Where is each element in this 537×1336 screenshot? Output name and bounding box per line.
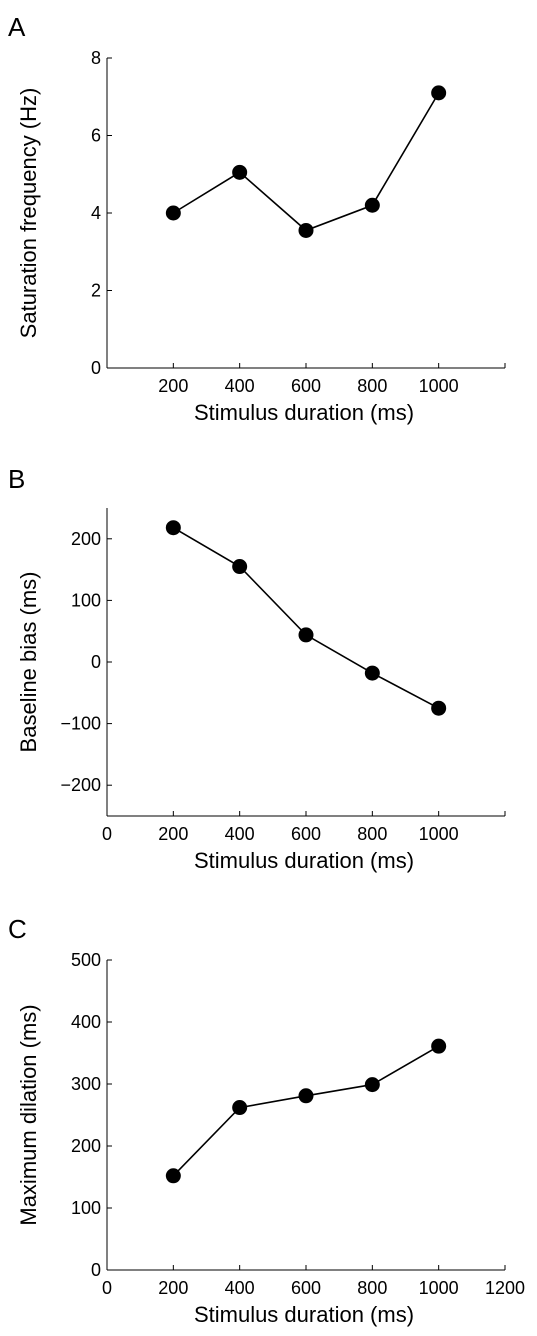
panel-letter: C	[8, 914, 27, 944]
panel-letter: B	[8, 464, 25, 494]
series-line	[172, 92, 440, 232]
y-tick-label: 300	[71, 1074, 101, 1094]
x-tick-label: 400	[225, 824, 255, 844]
data-point	[165, 205, 181, 221]
y-tick-label: 400	[71, 1012, 101, 1032]
y-tick-label: 8	[91, 48, 101, 68]
x-tick-label: 600	[291, 376, 321, 396]
x-tick-label: 600	[291, 824, 321, 844]
x-tick-label: 0	[102, 1278, 112, 1298]
y-tick-label: 2	[91, 281, 101, 301]
data-point	[165, 1168, 181, 1184]
panel-b: B −200 −100 0 100 200 0 200 400 600 800 1000Stimul…	[8, 464, 506, 873]
series-line	[172, 1045, 440, 1177]
data-point	[364, 1077, 380, 1093]
data-point	[364, 197, 380, 213]
y-tick-label: 6	[91, 126, 101, 146]
data-point	[232, 164, 248, 180]
y-tick-label: 0	[91, 652, 101, 672]
x-tick-label: 400	[225, 376, 255, 396]
x-tick-label: 600	[291, 1278, 321, 1298]
x-tick-label: 200	[158, 1278, 188, 1298]
y-axis-title: Baseline bias (ms)	[16, 572, 41, 753]
panel-letter: A	[8, 12, 26, 42]
x-tick-label: 1000	[419, 1278, 459, 1298]
series-line	[172, 527, 440, 709]
data-point	[298, 222, 314, 238]
x-tick-label: 800	[357, 824, 387, 844]
y-tick-label: 0	[91, 1260, 101, 1280]
panel-c: C 0 100 200 300 400 500 0 200 400 600 800 1000 1200 S…	[8, 914, 525, 1327]
x-tick-label: 400	[225, 1278, 255, 1298]
y-tick-label: 500	[71, 950, 101, 970]
y-tick-label: 100	[71, 1198, 101, 1218]
x-axis-title: Stimulus duration (ms)	[194, 400, 414, 425]
y-tick-label: −200	[60, 775, 101, 795]
x-tick-label: 0	[102, 824, 112, 844]
x-tick-label: 1000	[419, 824, 459, 844]
y-tick-label: 200	[71, 529, 101, 549]
x-tick-label: 800	[357, 1278, 387, 1298]
data-point	[232, 559, 248, 575]
data-point	[431, 85, 447, 101]
y-tick-label: 4	[91, 203, 101, 223]
y-axis-title: Maximum dilation (ms)	[16, 1004, 41, 1225]
data-point	[298, 627, 314, 643]
x-axis-title: Stimulus duration (ms)	[194, 1302, 414, 1327]
x-tick-label: 200	[158, 376, 188, 396]
x-tick-label: 200	[158, 824, 188, 844]
y-tick-label: 0	[91, 358, 101, 378]
data-point	[431, 700, 447, 716]
data-point	[232, 1100, 248, 1116]
data-point	[298, 1088, 314, 1104]
y-tick-label: −100	[60, 714, 101, 734]
data-point	[431, 1038, 447, 1054]
y-tick-label: 200	[71, 1136, 101, 1156]
data-point	[364, 665, 380, 681]
x-axis-title: Stimulus duration (ms)	[194, 848, 414, 873]
data-point	[165, 520, 181, 536]
y-axis-title: Saturation frequency (Hz)	[16, 88, 41, 339]
x-tick-label: 1200	[485, 1278, 525, 1298]
y-tick-label: 100	[71, 590, 101, 610]
x-tick-label: 1000	[419, 376, 459, 396]
x-tick-label: 800	[357, 376, 387, 396]
